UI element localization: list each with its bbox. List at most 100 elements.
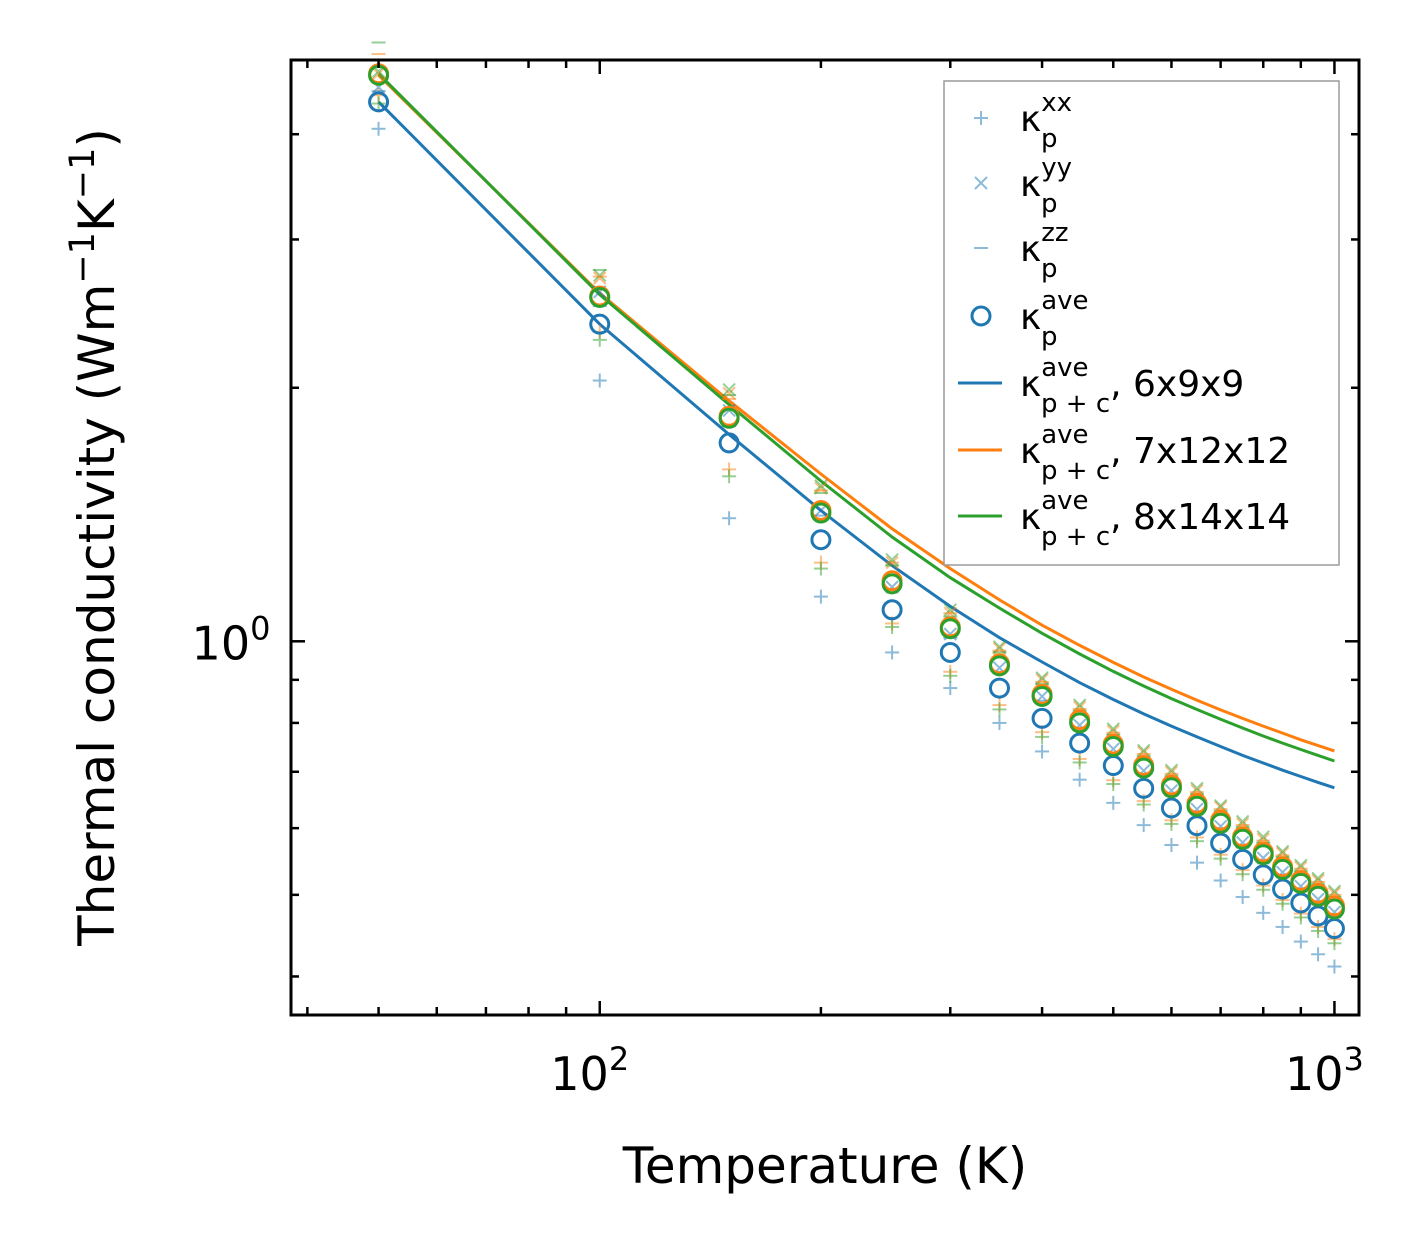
point-kave-mesh0-50-ring bbox=[368, 91, 390, 113]
point-kave-mesh0-200-ring bbox=[810, 529, 832, 551]
point-kave-mesh0-900-ring bbox=[1290, 892, 1312, 914]
point-kyy-mesh1-50-d2 bbox=[371, 66, 386, 81]
point-kave-mesh2-750 bbox=[1232, 828, 1254, 850]
point-kave-mesh0-1000-ring bbox=[1323, 918, 1345, 940]
x-axis-label: Temperature (K) bbox=[622, 1137, 1027, 1195]
legend-label-suffix: , 8x14x14 bbox=[1110, 497, 1290, 538]
point-kave-mesh2-800-ring bbox=[1252, 844, 1274, 866]
point-kave-mesh2-600 bbox=[1160, 777, 1182, 799]
legend-label-sup: ave bbox=[1041, 353, 1088, 383]
legend-label-sup: ave bbox=[1041, 486, 1088, 516]
point-kave-mesh0-300 bbox=[939, 641, 961, 663]
point-kxx-mesh2-350 bbox=[992, 702, 1007, 717]
point-kave-mesh2-850 bbox=[1272, 858, 1294, 880]
point-kave-mesh2-600-ring bbox=[1160, 777, 1182, 799]
point-kave-mesh2-550 bbox=[1133, 757, 1155, 779]
point-kave-mesh0-250-ring bbox=[881, 599, 903, 621]
legend-entry-kxx: κxx p bbox=[974, 88, 1072, 154]
point-kave-mesh2-100 bbox=[589, 286, 611, 308]
point-kave-mesh2-700 bbox=[1210, 812, 1232, 834]
point-kave-mesh0-850-ring bbox=[1272, 878, 1294, 900]
legend-label-sub: p bbox=[1041, 322, 1058, 352]
point-kxx-mesh2-250 bbox=[885, 619, 900, 634]
line-kpc-8x14x14 bbox=[377, 72, 1335, 763]
legend-label-kave: κave p bbox=[1020, 286, 1089, 352]
y-tick-label-exp: 0 bbox=[250, 609, 270, 647]
point-kave-mesh0-900 bbox=[1290, 892, 1312, 914]
point-kxx-mesh2-100 bbox=[592, 332, 607, 347]
point-kave-mesh2-200-ring bbox=[810, 502, 832, 524]
point-kxx-mesh2-550 bbox=[1136, 797, 1151, 812]
legend-label-sub: p bbox=[1041, 254, 1058, 284]
point-kxx-mesh0-300 bbox=[943, 681, 958, 696]
point-kave-mesh2-400-ring bbox=[1031, 685, 1053, 707]
point-kyy-mesh1-50 bbox=[371, 66, 386, 81]
point-kave-mesh0-750-ring bbox=[1232, 848, 1254, 870]
point-kave-mesh2-750-ring bbox=[1232, 828, 1254, 850]
legend-label-suffix: , 7x12x12 bbox=[1110, 431, 1290, 472]
point-kave-mesh2-450 bbox=[1069, 712, 1091, 734]
x-tick-label-exp: 3 bbox=[1344, 1040, 1364, 1078]
point-kxx-mesh0-750 bbox=[1235, 890, 1250, 905]
point-kyy-mesh2-100-d2 bbox=[593, 268, 607, 283]
point-kxx-mesh2-650 bbox=[1189, 834, 1204, 849]
legend-label-base: κ bbox=[1020, 229, 1041, 270]
y-axis-label: Thermal conductivity (Wm−1K−1) bbox=[63, 128, 126, 947]
legend-label-sub: p + c bbox=[1041, 456, 1110, 486]
point-kave-mesh2-200 bbox=[810, 502, 832, 524]
point-kave-mesh2-650-ring bbox=[1186, 795, 1208, 817]
point-kxx-mesh0-250 bbox=[885, 645, 900, 660]
y-tick-label-base: 10 bbox=[192, 616, 251, 670]
plot-area bbox=[368, 41, 1345, 974]
legend-label-base: κ bbox=[1020, 297, 1041, 338]
point-kave-mesh0-400-ring bbox=[1031, 707, 1053, 729]
point-kyy-mesh2-150 bbox=[722, 382, 736, 397]
point-kave-mesh2-550-ring bbox=[1133, 757, 1155, 779]
point-kxx-mesh0-350 bbox=[992, 715, 1007, 730]
point-kxx-mesh0-500 bbox=[1106, 795, 1121, 810]
legend-label-sub: p + c bbox=[1041, 522, 1110, 552]
point-kxx-mesh0-450 bbox=[1072, 772, 1087, 787]
legend-label-kpc-6x9x9: κave p + c, 6x9x9 bbox=[1020, 353, 1244, 419]
point-kave-mesh0-100-ring bbox=[589, 313, 611, 335]
point-kave-mesh0-250 bbox=[881, 599, 903, 621]
point-kave-mesh2-250 bbox=[881, 573, 903, 595]
point-kyy-mesh2-250 bbox=[885, 552, 899, 567]
point-kave-mesh2-700-ring bbox=[1210, 812, 1232, 834]
point-kave-mesh2-850-ring bbox=[1272, 858, 1294, 880]
point-kxx-mesh2-300 bbox=[943, 668, 958, 683]
point-kxx-mesh0-50 bbox=[371, 121, 386, 136]
point-kave-mesh2-500-ring bbox=[1102, 736, 1124, 758]
point-kyy-mesh2-250-d2 bbox=[885, 552, 899, 567]
axes-frame bbox=[289, 58, 1361, 1017]
point-kxx-mesh2-600 bbox=[1164, 816, 1179, 831]
point-kxx-mesh0-100 bbox=[592, 373, 607, 388]
legend-marker-kyy bbox=[974, 176, 988, 190]
point-kave-mesh2-150-ring bbox=[718, 407, 740, 429]
point-kxx-mesh0-1000 bbox=[1327, 959, 1342, 974]
x-tick-label-1000: 103 bbox=[1285, 1040, 1364, 1101]
point-kave-mesh0-550 bbox=[1133, 777, 1155, 799]
point-kave-mesh0-300-ring bbox=[939, 641, 961, 663]
point-kave-mesh0-150 bbox=[718, 432, 740, 454]
line-kpc-6x9x9 bbox=[377, 100, 1335, 790]
legend-marker-kyy-d2 bbox=[974, 176, 988, 190]
point-kxx-mesh2-500 bbox=[1106, 776, 1121, 791]
point-kxx-mesh2-400 bbox=[1035, 729, 1050, 744]
point-kxx-mesh0-950 bbox=[1311, 947, 1326, 962]
point-kyy-mesh1-100-d2 bbox=[593, 271, 607, 285]
legend-label-sup: zz bbox=[1041, 218, 1068, 248]
point-kave-mesh2-900 bbox=[1290, 872, 1312, 894]
point-kxx-mesh0-400 bbox=[1035, 744, 1050, 759]
legend-label-sup: yy bbox=[1041, 153, 1072, 183]
point-kave-mesh0-800 bbox=[1252, 864, 1274, 886]
legend-entry-kpc-6x9x9: κave p + c, 6x9x9 bbox=[958, 353, 1244, 419]
point-kave-mesh2-350 bbox=[988, 655, 1010, 677]
point-kave-mesh2-900-ring bbox=[1290, 872, 1312, 894]
legend-marker-kave-ring bbox=[970, 305, 992, 327]
legend-frame bbox=[943, 80, 1340, 566]
point-kave-mesh0-700-ring bbox=[1210, 832, 1232, 854]
x-tick-label-base: 10 bbox=[550, 1047, 609, 1101]
